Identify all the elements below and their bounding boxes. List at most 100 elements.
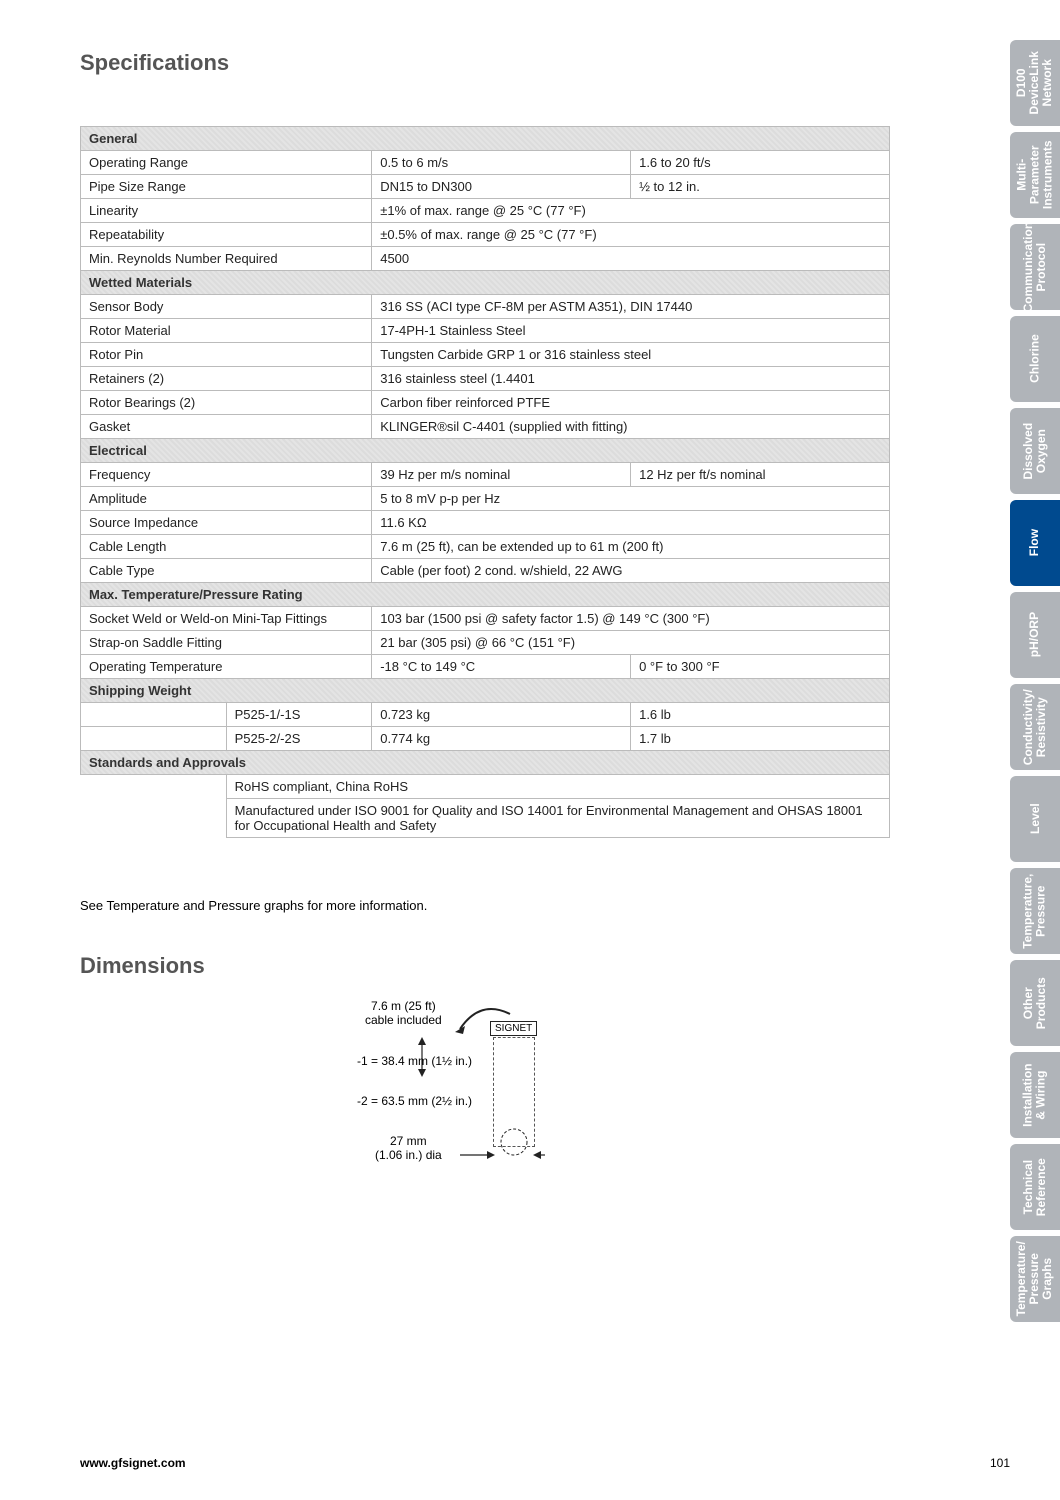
tab-label: Flow [1028,529,1041,556]
value: 0.774 kg [372,727,631,751]
label: Operating Range [81,151,372,175]
value: ±0.5% of max. range @ 25 °C (77 °F) [372,223,890,247]
label: Sensor Body [81,295,372,319]
side-tab[interactable]: Flow [1010,500,1060,586]
label: Strap-on Saddle Fitting [81,631,372,655]
side-tab[interactable]: OtherProducts [1010,960,1060,1046]
section-general: General [81,127,890,151]
note-text: See Temperature and Pressure graphs for … [80,898,890,913]
dim2-label: -2 = 63.5 mm (2½ in.) [357,1094,472,1108]
value: 1.7 lb [631,727,890,751]
side-tab[interactable]: pH/ORP [1010,592,1060,678]
blank [81,727,227,751]
value: Tungsten Carbide GRP 1 or 316 stainless … [372,343,890,367]
side-tab[interactable]: Conductivity/Resistivity [1010,684,1060,770]
tab-label: OtherProducts [1022,977,1048,1029]
tab-label: Multi-ParameterInstruments [1015,141,1055,210]
side-tab[interactable]: Chlorine [1010,316,1060,402]
label: Retainers (2) [81,367,372,391]
value: 316 stainless steel (1.4401 [372,367,890,391]
blank [81,799,227,838]
page-title: Specifications [80,50,890,76]
value: -18 °C to 149 °C [372,655,631,679]
side-tab[interactable]: D100DeviceLinkNetwork [1010,40,1060,126]
value: Carbon fiber reinforced PTFE [372,391,890,415]
cable-icon [455,1004,545,1034]
label: Socket Weld or Weld-on Mini-Tap Fittings [81,607,372,631]
side-tab[interactable]: TechnicalReference [1010,1144,1060,1230]
value: 17-4PH-1 Stainless Steel [372,319,890,343]
tab-label: Installation& Wiring [1022,1063,1048,1126]
label: Rotor Bearings (2) [81,391,372,415]
tab-label: Chlorine [1028,335,1041,384]
side-tab[interactable]: Level [1010,776,1060,862]
dim1-label: -1 = 38.4 mm (1½ in.) [357,1054,472,1068]
value: 7.6 m (25 ft), can be extended up to 61 … [372,535,890,559]
label: Pipe Size Range [81,175,372,199]
value: 0.5 to 6 m/s [372,151,631,175]
label: Cable Type [81,559,372,583]
section-standards: Standards and Approvals [81,751,890,775]
dia-arrow-icon [455,1149,545,1161]
side-tab[interactable]: Temperature/PressureGraphs [1010,1236,1060,1322]
value: ½ to 12 in. [631,175,890,199]
label: Amplitude [81,487,372,511]
side-tab[interactable]: Temperature,Pressure [1010,868,1060,954]
value: 1.6 lb [631,703,890,727]
side-tab[interactable]: Installation& Wiring [1010,1052,1060,1138]
value: RoHS compliant, China RoHS [226,775,889,799]
tab-label: D100DeviceLinkNetwork [1015,51,1055,114]
dimensions-heading: Dimensions [80,953,890,979]
blank [81,703,227,727]
value: KLINGER®sil C-4401 (supplied with fittin… [372,415,890,439]
value: 1.6 to 20 ft/s [631,151,890,175]
dia-label: 27 mm (1.06 in.) dia [375,1134,442,1162]
blank [81,775,227,799]
label: Gasket [81,415,372,439]
cable-label: 7.6 m (25 ft) cable included [365,999,442,1027]
label: Source Impedance [81,511,372,535]
label: Cable Length [81,535,372,559]
model: P525-1/-1S [226,703,372,727]
value: 39 Hz per m/s nominal [372,463,631,487]
tab-label: Level [1028,804,1041,835]
value: 0.723 kg [372,703,631,727]
tab-label: TechnicalReference [1022,1158,1048,1216]
page-number: 101 [990,1456,1010,1470]
label: Repeatability [81,223,372,247]
footer-url: www.gfsignet.com [80,1456,186,1470]
tab-label: Conductivity/Resistivity [1022,689,1048,765]
value: 12 Hz per ft/s nominal [631,463,890,487]
tab-label: CommunicationProtocol [1022,222,1048,313]
side-tabs: D100DeviceLinkNetwork Multi-ParameterInst… [1010,40,1060,1328]
label: Rotor Material [81,319,372,343]
section-wetted: Wetted Materials [81,271,890,295]
tab-label: pH/ORP [1028,612,1041,657]
label: Min. Reynolds Number Required [81,247,372,271]
value: 21 bar (305 psi) @ 66 °C (151 °F) [372,631,890,655]
side-tab[interactable]: DissolvedOxygen [1010,408,1060,494]
specifications-table: General Operating Range 0.5 to 6 m/s 1.6… [80,126,890,838]
label: Linearity [81,199,372,223]
value: DN15 to DN300 [372,175,631,199]
model: P525-2/-2S [226,727,372,751]
dimensions-diagram: 7.6 m (25 ft) cable included SIGNET -1 =… [345,999,625,1199]
label: Frequency [81,463,372,487]
footer: www.gfsignet.com 101 [80,1456,1010,1470]
section-shipping: Shipping Weight [81,679,890,703]
label: Rotor Pin [81,343,372,367]
tab-label: Temperature/PressureGraphs [1015,1241,1055,1316]
value: Manufactured under ISO 9001 for Quality … [226,799,889,838]
value: 316 SS (ACI type CF-8M per ASTM A351), D… [372,295,890,319]
value: 11.6 KΩ [372,511,890,535]
value: 0 °F to 300 °F [631,655,890,679]
tab-label: DissolvedOxygen [1022,423,1048,480]
value: ±1% of max. range @ 25 °C (77 °F) [372,199,890,223]
side-tab[interactable]: CommunicationProtocol [1010,224,1060,310]
value: 5 to 8 mV p-p per Hz [372,487,890,511]
value: Cable (per foot) 2 cond. w/shield, 22 AW… [372,559,890,583]
label: Operating Temperature [81,655,372,679]
side-tab[interactable]: Multi-ParameterInstruments [1010,132,1060,218]
value: 103 bar (1500 psi @ safety factor 1.5) @… [372,607,890,631]
section-electrical: Electrical [81,439,890,463]
